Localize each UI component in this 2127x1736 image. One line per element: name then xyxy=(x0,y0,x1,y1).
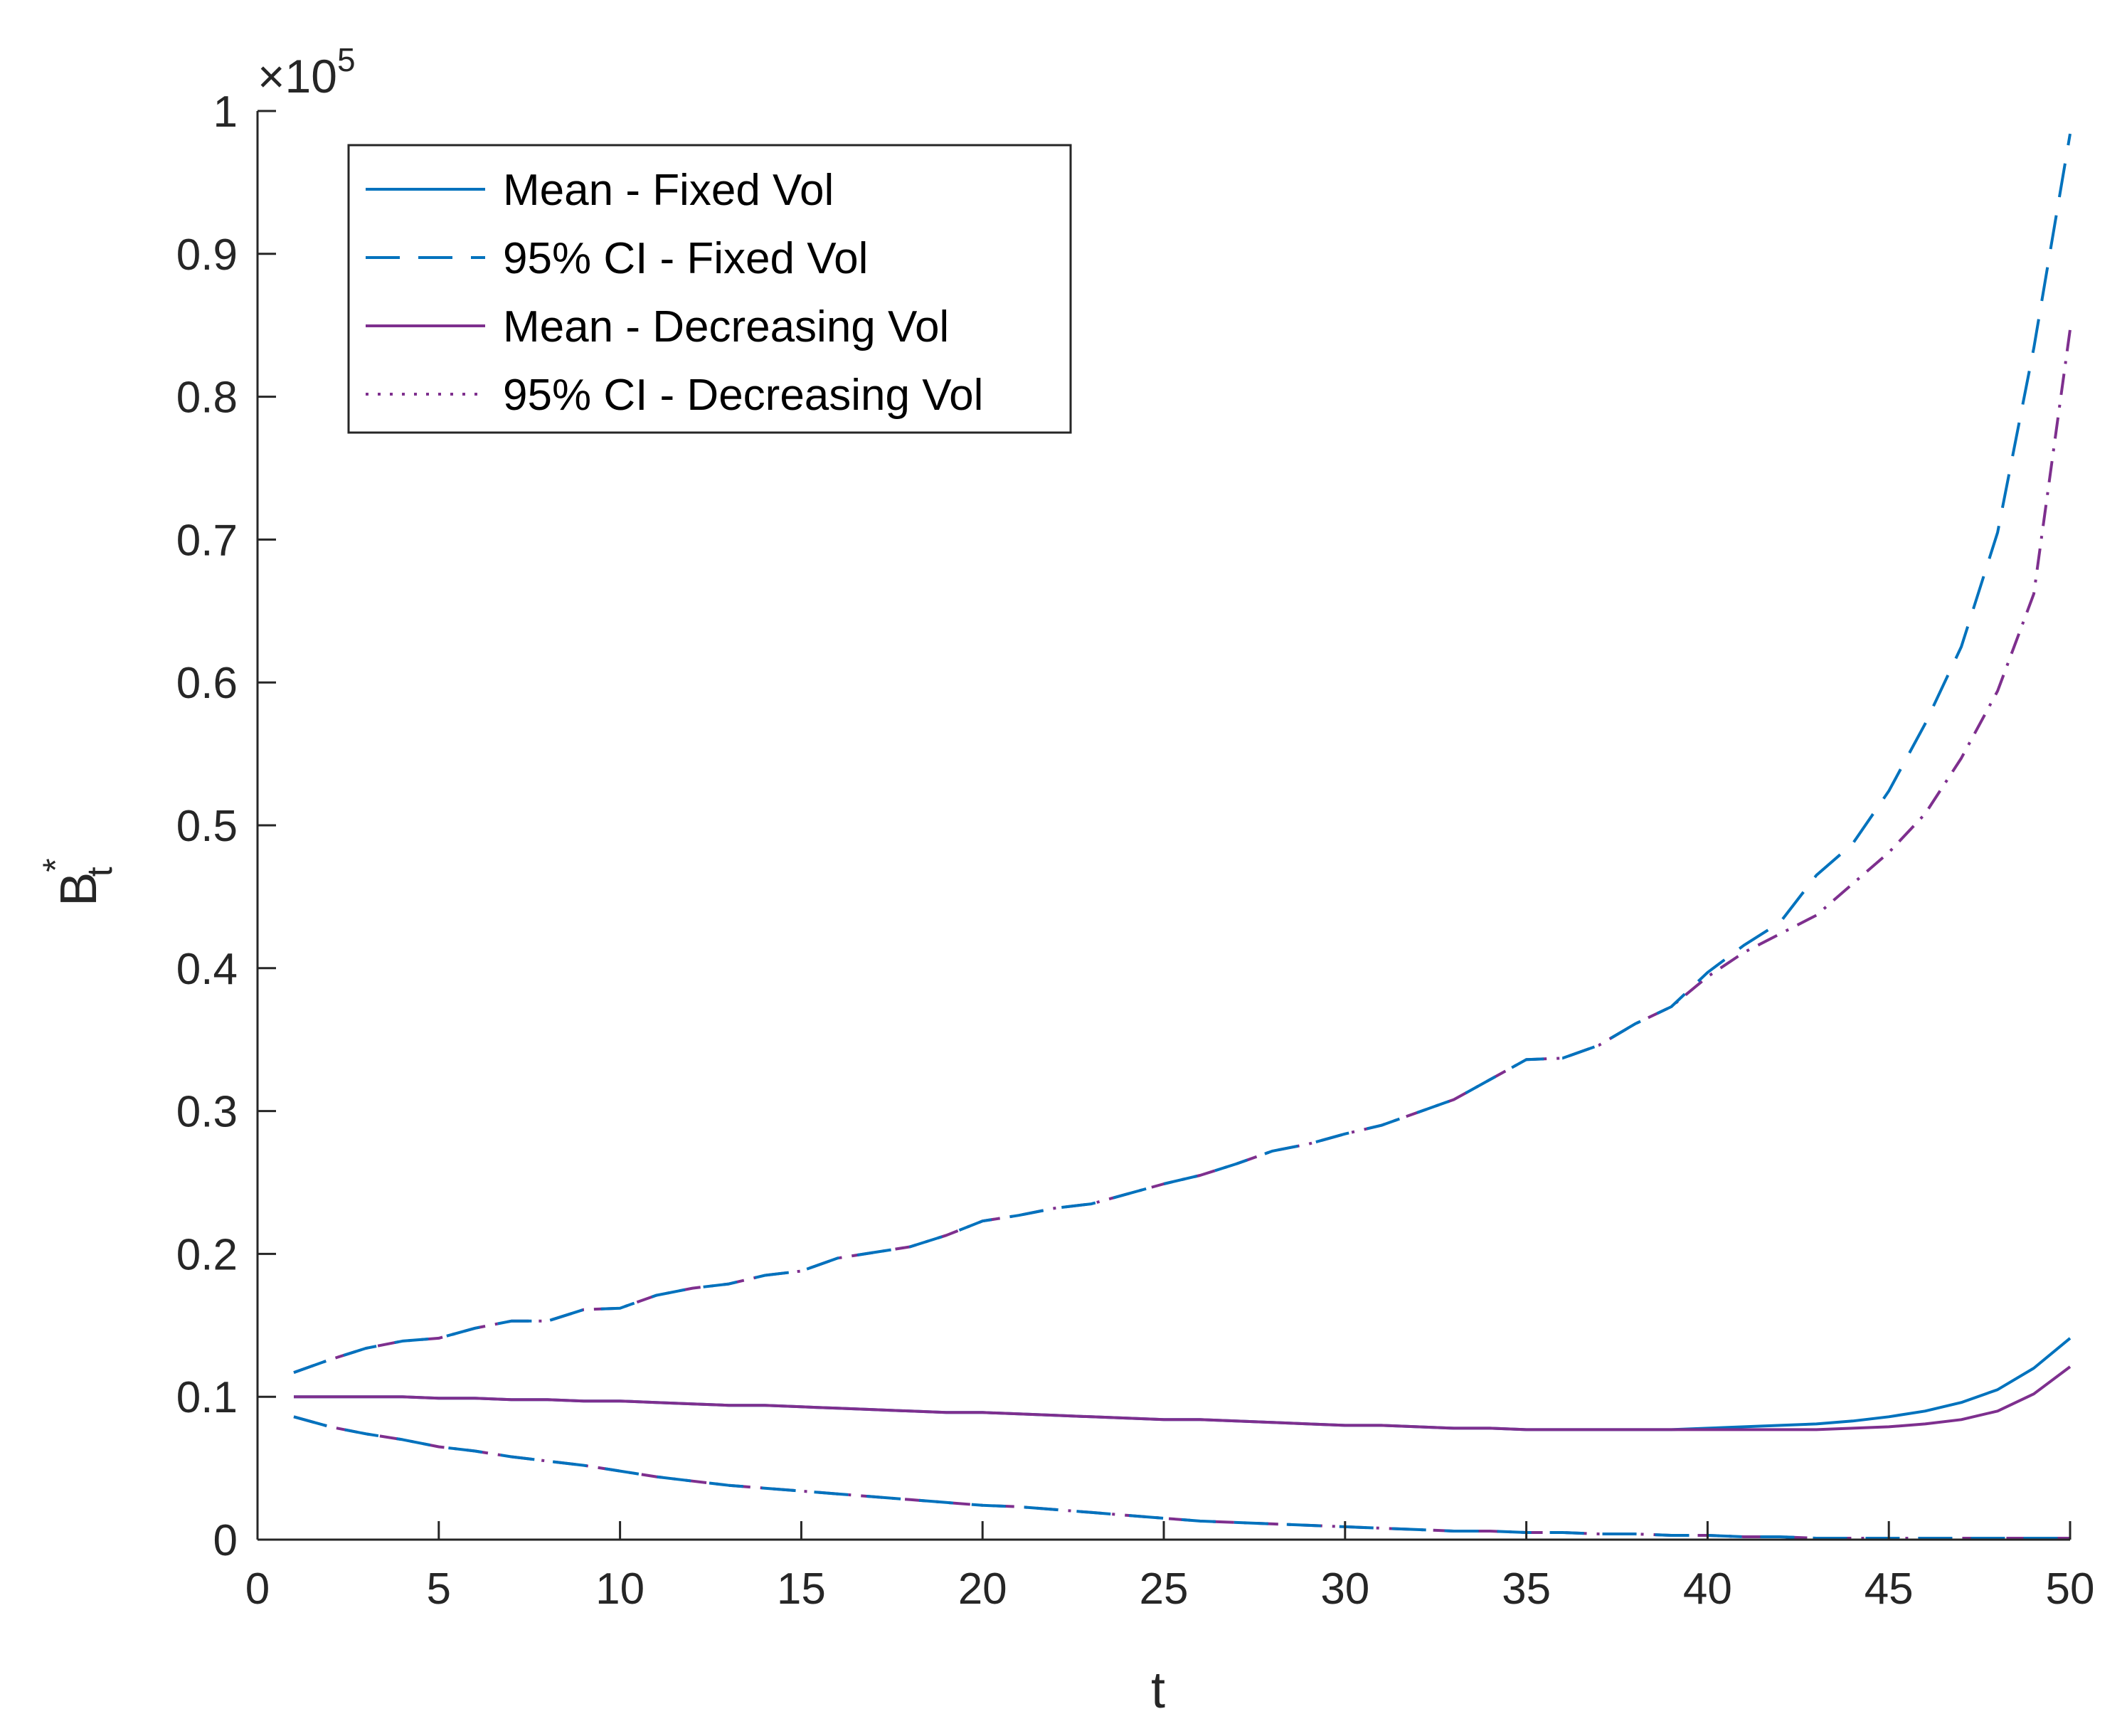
y-axis-label-superscript: * xyxy=(36,858,75,872)
x-tick-label: 35 xyxy=(1502,1565,1551,1614)
x-tick-label: 20 xyxy=(958,1565,1007,1614)
x-tick-label: 45 xyxy=(1865,1565,1914,1614)
x-tick-label: 5 xyxy=(427,1565,451,1614)
x-tick-label: 0 xyxy=(245,1565,270,1614)
x-tick-label: 10 xyxy=(595,1565,645,1614)
y-tick-label: 0.2 xyxy=(176,1230,238,1279)
svg-text:B*t: B* t xyxy=(36,858,120,906)
x-tick-label: 25 xyxy=(1140,1565,1189,1614)
x-tick-label: 50 xyxy=(2046,1565,2095,1614)
x-tick-label: 30 xyxy=(1320,1565,1369,1614)
y-tick-label: 0.5 xyxy=(176,802,238,851)
series-line-5 xyxy=(294,1365,2072,1431)
legend-label: 95% CI - Fixed Vol xyxy=(503,234,868,283)
y-tick-label: 1 xyxy=(213,88,238,137)
legend-label: 95% CI - Decreasing Vol xyxy=(503,371,983,420)
y-tick-label: 0.8 xyxy=(176,374,238,423)
y-axis-label: B* t xyxy=(36,858,120,906)
legend-label: Mean - Fixed Vol xyxy=(503,166,834,215)
y-axis-label-subscript: t xyxy=(80,867,120,877)
y-tick-label: 0.9 xyxy=(176,231,238,280)
series-line-3 xyxy=(293,1415,2070,1540)
x-tick-label: 15 xyxy=(777,1565,826,1614)
x-axis-label: t xyxy=(1151,1662,1165,1719)
legend: Mean - Fixed Vol 95% CI - Fixed Vol Mean -… xyxy=(347,144,1072,434)
series-line-0 xyxy=(293,329,2072,1374)
y-tick-label: 0.6 xyxy=(176,659,238,708)
y-tick-label: 0.3 xyxy=(176,1088,238,1137)
series-layer xyxy=(293,133,2072,1540)
series-line-2 xyxy=(293,133,2072,1374)
labels-layer: ×105 t B* t xyxy=(36,41,1165,1719)
x-tick-label: 40 xyxy=(1683,1565,1732,1614)
y-tick-label: 0.1 xyxy=(176,1373,238,1422)
legend-label: Mean - Decreasing Vol xyxy=(503,302,949,351)
y-tick-label: 0.4 xyxy=(176,945,238,994)
axes-layer: 0 5 10 15 20 25 30 35 40 45 50 0 0.1 0.2 0.3 0.4 0.5 0.6 0… xyxy=(176,88,2095,1614)
legend-box xyxy=(347,144,1072,434)
y-tick-label: 0 xyxy=(213,1516,238,1565)
y-exponent-label: ×105 xyxy=(258,41,356,102)
y-axis-label-main: B xyxy=(51,872,107,906)
y-tick-label: 0.7 xyxy=(176,516,238,565)
